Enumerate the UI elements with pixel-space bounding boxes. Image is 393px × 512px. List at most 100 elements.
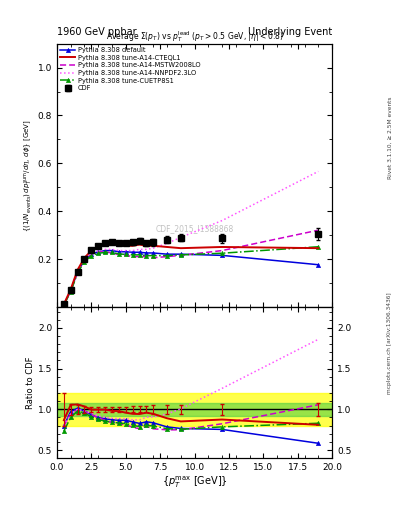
Pythia 8.308 tune-A14-CTEQL1 <box>137 242 142 248</box>
Pythia 8.308 tune-A14-NNPDF2.3LO <box>82 258 87 264</box>
Pythia 8.308 tune-A14-NNPDF2.3LO <box>116 247 121 253</box>
Pythia 8.308 tune-A14-CTEQL1 <box>103 240 108 246</box>
Pythia 8.308 default <box>151 250 156 256</box>
Y-axis label: Ratio to CDF: Ratio to CDF <box>26 356 35 409</box>
Pythia 8.308 tune-A14-MSTW2008LO <box>316 227 321 233</box>
Pythia 8.308 tune-A14-MSTW2008LO <box>75 269 80 275</box>
Pythia 8.308 tune-A14-NNPDF2.3LO <box>96 247 101 253</box>
Pythia 8.308 tune-A14-NNPDF2.3LO <box>130 247 135 253</box>
Pythia 8.308 tune-CUETP8S1 <box>151 252 156 259</box>
Pythia 8.308 tune-A14-CTEQL1 <box>151 243 156 249</box>
Pythia 8.308 default <box>316 262 321 268</box>
Pythia 8.308 tune-A14-CTEQL1 <box>110 240 114 246</box>
Pythia 8.308 tune-A14-NNPDF2.3LO <box>123 247 128 253</box>
Pythia 8.308 tune-CUETP8S1 <box>220 250 224 257</box>
Text: Rivet 3.1.10, ≥ 2.5M events: Rivet 3.1.10, ≥ 2.5M events <box>387 97 392 180</box>
Pythia 8.308 tune-A14-NNPDF2.3LO <box>144 246 149 252</box>
Text: 1960 GeV ppbar: 1960 GeV ppbar <box>57 27 137 37</box>
Pythia 8.308 tune-A14-NNPDF2.3LO <box>61 302 66 308</box>
X-axis label: $\{p_T^\mathrm{max}$ [GeV]$\}$: $\{p_T^\mathrm{max}$ [GeV]$\}$ <box>162 475 228 490</box>
Pythia 8.308 tune-A14-NNPDF2.3LO <box>137 246 142 252</box>
Pythia 8.308 default <box>61 302 66 308</box>
Pythia 8.308 default <box>82 258 87 264</box>
Pythia 8.308 default <box>165 251 169 257</box>
Pythia 8.308 tune-A14-CTEQL1 <box>316 245 321 251</box>
Pythia 8.308 tune-A14-NNPDF2.3LO <box>75 269 80 275</box>
Pythia 8.308 tune-CUETP8S1 <box>82 259 87 265</box>
Pythia 8.308 tune-A14-MSTW2008LO <box>89 251 94 257</box>
Pythia 8.308 tune-A14-NNPDF2.3LO <box>68 288 73 294</box>
Pythia 8.308 tune-A14-NNPDF2.3LO <box>178 234 183 241</box>
Pythia 8.308 tune-CUETP8S1 <box>110 249 114 255</box>
Pythia 8.308 tune-A14-NNPDF2.3LO <box>89 250 94 256</box>
Pythia 8.308 tune-CUETP8S1 <box>130 252 135 258</box>
Pythia 8.308 tune-A14-MSTW2008LO <box>220 247 224 253</box>
Title: Average $\Sigma(p_T)$ vs $p_T^\mathrm{lead}$ ($p_T > 0.5$ GeV, $|\eta| < 0.8$): Average $\Sigma(p_T)$ vs $p_T^\mathrm{le… <box>106 29 283 44</box>
Pythia 8.308 tune-A14-CTEQL1 <box>178 245 183 251</box>
Pythia 8.308 tune-A14-MSTW2008LO <box>82 258 87 264</box>
Pythia 8.308 tune-A14-MSTW2008LO <box>110 250 114 256</box>
Pythia 8.308 tune-CUETP8S1 <box>137 252 142 258</box>
Pythia 8.308 tune-A14-NNPDF2.3LO <box>103 246 108 252</box>
Y-axis label: $\{(1/N_\mathrm{events})\,dp_T^\mathrm{sum}/d\eta,\,d\phi\}$ [GeV]: $\{(1/N_\mathrm{events})\,dp_T^\mathrm{s… <box>23 119 35 232</box>
Pythia 8.308 tune-A14-NNPDF2.3LO <box>110 246 114 252</box>
Pythia 8.308 tune-A14-MSTW2008LO <box>165 253 169 260</box>
Pythia 8.308 tune-A14-MSTW2008LO <box>123 252 128 259</box>
Pythia 8.308 tune-A14-MSTW2008LO <box>130 253 135 260</box>
Pythia 8.308 tune-A14-CTEQL1 <box>123 243 128 249</box>
Pythia 8.308 tune-A14-MSTW2008LO <box>103 249 108 255</box>
Pythia 8.308 tune-A14-CTEQL1 <box>144 243 149 249</box>
Pythia 8.308 default <box>178 251 183 257</box>
Pythia 8.308 tune-A14-CTEQL1 <box>75 267 80 273</box>
Text: CDF_2015_I1388868: CDF_2015_I1388868 <box>155 224 234 233</box>
Pythia 8.308 default <box>144 250 149 256</box>
Pythia 8.308 default <box>137 249 142 255</box>
Line: Pythia 8.308 tune-A14-NNPDF2.3LO: Pythia 8.308 tune-A14-NNPDF2.3LO <box>64 172 318 305</box>
Pythia 8.308 tune-CUETP8S1 <box>96 250 101 257</box>
Pythia 8.308 tune-CUETP8S1 <box>68 289 73 295</box>
Pythia 8.308 tune-A14-CTEQL1 <box>82 254 87 261</box>
Pythia 8.308 tune-CUETP8S1 <box>144 252 149 259</box>
Pythia 8.308 tune-CUETP8S1 <box>178 252 183 258</box>
Pythia 8.308 default <box>130 249 135 255</box>
Pythia 8.308 tune-CUETP8S1 <box>75 270 80 276</box>
Pythia 8.308 tune-A14-CTEQL1 <box>68 286 73 292</box>
Pythia 8.308 tune-A14-CTEQL1 <box>130 243 135 249</box>
Line: Pythia 8.308 tune-A14-MSTW2008LO: Pythia 8.308 tune-A14-MSTW2008LO <box>64 230 318 305</box>
Pythia 8.308 tune-CUETP8S1 <box>61 302 66 308</box>
Pythia 8.308 default <box>103 247 108 253</box>
Pythia 8.308 tune-A14-CTEQL1 <box>96 243 101 249</box>
Pythia 8.308 tune-A14-CTEQL1 <box>61 301 66 307</box>
Pythia 8.308 tune-CUETP8S1 <box>316 244 321 250</box>
Pythia 8.308 tune-A14-MSTW2008LO <box>68 288 73 294</box>
Pythia 8.308 tune-A14-MSTW2008LO <box>137 253 142 260</box>
Pythia 8.308 default <box>89 251 94 257</box>
Pythia 8.308 tune-A14-MSTW2008LO <box>61 302 66 308</box>
Pythia 8.308 default <box>96 249 101 255</box>
Line: Pythia 8.308 tune-CUETP8S1: Pythia 8.308 tune-CUETP8S1 <box>62 245 320 307</box>
Pythia 8.308 default <box>220 252 224 259</box>
Pythia 8.308 tune-A14-CTEQL1 <box>116 242 121 248</box>
Text: mcplots.cern.ch [arXiv:1306.3436]: mcplots.cern.ch [arXiv:1306.3436] <box>387 292 392 394</box>
Pythia 8.308 tune-A14-NNPDF2.3LO <box>316 168 321 175</box>
Pythia 8.308 tune-CUETP8S1 <box>89 252 94 259</box>
Pythia 8.308 tune-CUETP8S1 <box>116 251 121 257</box>
Pythia 8.308 default <box>68 288 73 294</box>
Pythia 8.308 tune-A14-CTEQL1 <box>89 247 94 253</box>
Pythia 8.308 tune-A14-CTEQL1 <box>220 244 224 250</box>
Pythia 8.308 tune-CUETP8S1 <box>165 252 169 259</box>
Pythia 8.308 default <box>123 249 128 255</box>
Pythia 8.308 tune-A14-NNPDF2.3LO <box>165 240 169 246</box>
Pythia 8.308 tune-A14-MSTW2008LO <box>96 249 101 255</box>
Pythia 8.308 tune-A14-CTEQL1 <box>165 244 169 250</box>
Pythia 8.308 tune-A14-NNPDF2.3LO <box>220 218 224 224</box>
Pythia 8.308 default <box>110 247 114 253</box>
Pythia 8.308 tune-A14-MSTW2008LO <box>178 252 183 259</box>
Legend: Pythia 8.308 default, Pythia 8.308 tune-A14-CTEQL1, Pythia 8.308 tune-A14-MSTW20: Pythia 8.308 default, Pythia 8.308 tune-… <box>59 46 202 93</box>
Pythia 8.308 tune-A14-NNPDF2.3LO <box>151 245 156 251</box>
Pythia 8.308 tune-A14-MSTW2008LO <box>116 251 121 258</box>
Pythia 8.308 default <box>75 268 80 274</box>
Line: Pythia 8.308 default: Pythia 8.308 default <box>62 248 320 307</box>
Line: Pythia 8.308 tune-A14-CTEQL1: Pythia 8.308 tune-A14-CTEQL1 <box>64 243 318 304</box>
Pythia 8.308 tune-A14-MSTW2008LO <box>151 254 156 261</box>
